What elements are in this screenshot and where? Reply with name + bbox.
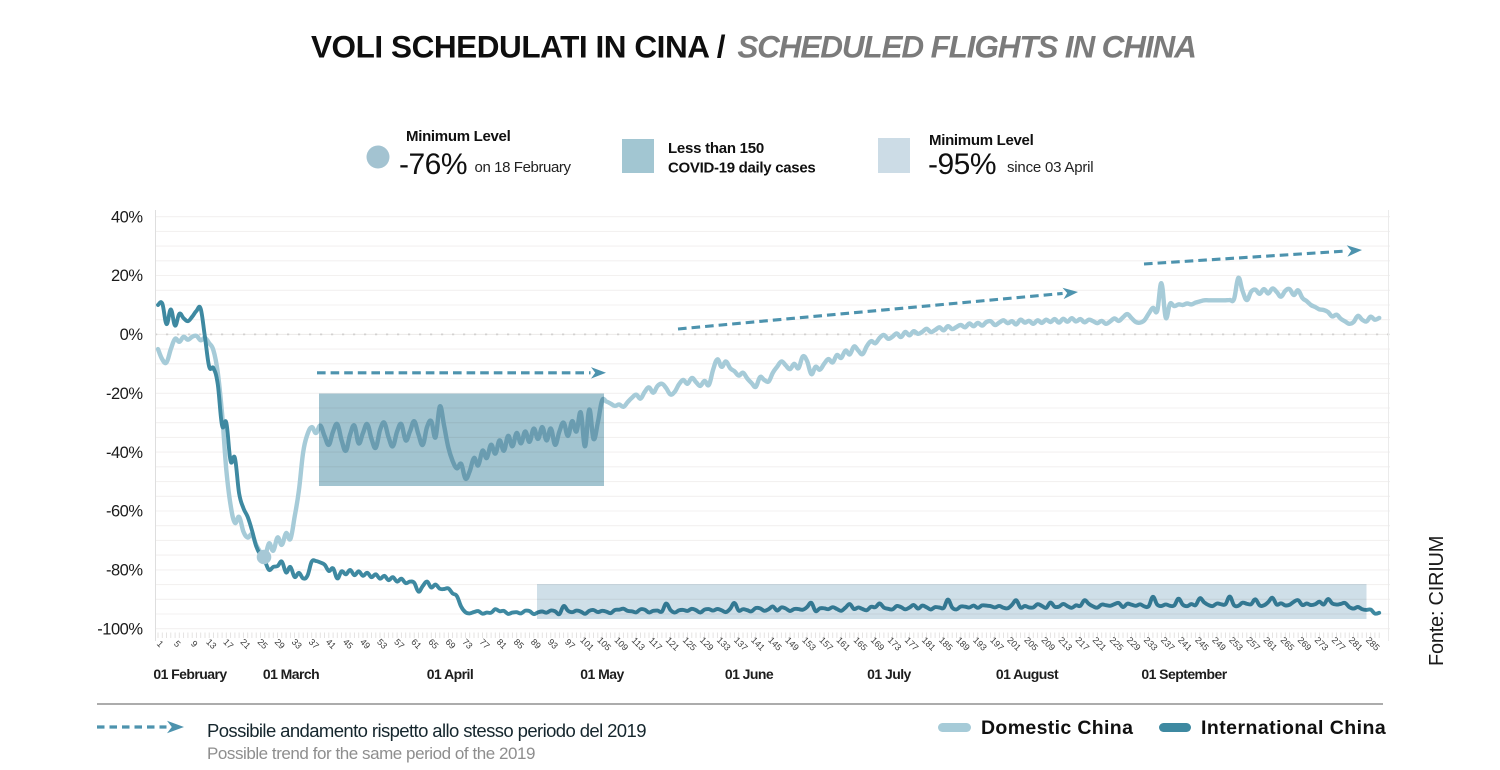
svg-text:since 03 April: since 03 April [1007, 159, 1093, 176]
svg-text:Domestic China: Domestic China [981, 717, 1133, 739]
svg-text:-20%: -20% [106, 385, 143, 403]
svg-text:Minimum Level: Minimum Level [929, 132, 1034, 149]
svg-text:0%: 0% [120, 326, 144, 344]
svg-text:-80%: -80% [106, 562, 143, 580]
svg-text:International China: International China [1201, 717, 1386, 739]
svg-text:COVID-19 daily cases: COVID-19 daily cases [668, 160, 815, 177]
svg-text:VOLI SCHEDULATI IN CINA / SCHE: VOLI SCHEDULATI IN CINA / SCHEDULED FLIG… [311, 29, 1196, 65]
svg-text:Minimum Level: Minimum Level [406, 128, 511, 145]
svg-text:01 April: 01 April [427, 666, 473, 682]
svg-text:1: 1 [155, 639, 166, 650]
svg-text:Fonte: CIRIUM: Fonte: CIRIUM [1426, 536, 1448, 666]
svg-text:40%: 40% [111, 208, 143, 226]
svg-text:Less than 150: Less than 150 [668, 140, 764, 157]
svg-text:-95%: -95% [928, 148, 996, 181]
svg-text:-40%: -40% [106, 444, 143, 462]
svg-text:01 May: 01 May [580, 666, 624, 682]
svg-text:20%: 20% [111, 267, 143, 285]
svg-text:-60%: -60% [106, 503, 143, 521]
svg-text:01 July: 01 July [867, 666, 911, 682]
svg-text:-76%: -76% [399, 148, 467, 181]
svg-text:01 August: 01 August [996, 666, 1059, 682]
svg-text:on 18 February: on 18 February [475, 159, 572, 176]
svg-text:01 February: 01 February [153, 666, 227, 682]
svg-text:9: 9 [189, 639, 200, 650]
svg-text:5: 5 [172, 639, 183, 650]
svg-text:Possibile andamento rispetto a: Possibile andamento rispetto allo stesso… [207, 720, 646, 741]
svg-text:01 September: 01 September [1141, 666, 1227, 682]
svg-text:01 June: 01 June [725, 666, 774, 682]
svg-text:-100%: -100% [97, 620, 143, 638]
svg-text:Possible trend for the same pe: Possible trend for the same period of th… [207, 744, 535, 763]
svg-text:01 March: 01 March [263, 666, 319, 682]
